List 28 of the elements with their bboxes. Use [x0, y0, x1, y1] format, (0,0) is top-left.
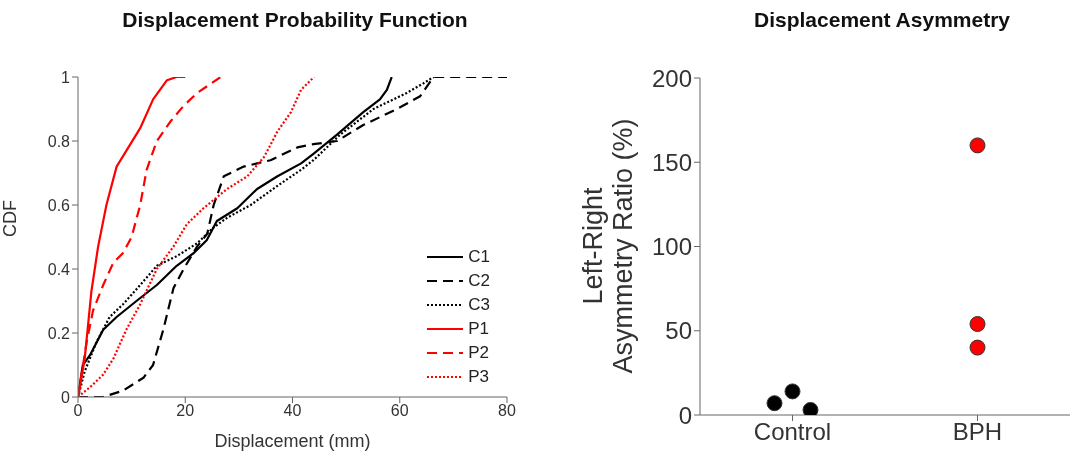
x-tick-label: Control [753, 418, 832, 446]
y-tick-label: 0.6 [47, 196, 71, 214]
chart-title: Displacement Probability Function [121, 8, 469, 32]
y-tick-label: 0.4 [47, 260, 71, 278]
y-tick-label: 100 [651, 233, 692, 261]
legend-label: P2 [468, 342, 490, 364]
y-tick-label: 50 [665, 317, 692, 345]
legend-label: C3 [468, 294, 490, 316]
x-tick-label: 40 [283, 402, 302, 420]
y-tick-label: 0.2 [47, 324, 71, 342]
y-axis-title: CDF [0, 200, 21, 237]
y-tick-label: 150 [651, 148, 692, 176]
x-tick-label: 20 [176, 402, 195, 420]
x-tick-label: BPH [952, 418, 1003, 446]
x-tick-label: 80 [498, 402, 516, 420]
legend-label: P3 [468, 366, 490, 388]
chart-title: Displacement Asymmetry [753, 8, 1011, 32]
legend-label: C2 [468, 270, 490, 292]
x-axis-title: Displacement (mm) [214, 431, 371, 451]
x-tick-label: 0 [73, 402, 83, 420]
legend-label: P1 [468, 318, 490, 340]
y-tick-label: 1 [61, 68, 71, 86]
y-tick-label: 200 [651, 64, 692, 92]
legend-label: C1 [468, 246, 490, 268]
y-tick-label: 0.8 [47, 132, 71, 150]
y-axis-title: Left-Right Asymmetry Ratio (%) [578, 117, 638, 376]
x-tick-label: 60 [390, 402, 409, 420]
y-tick-label: 0 [61, 388, 71, 406]
